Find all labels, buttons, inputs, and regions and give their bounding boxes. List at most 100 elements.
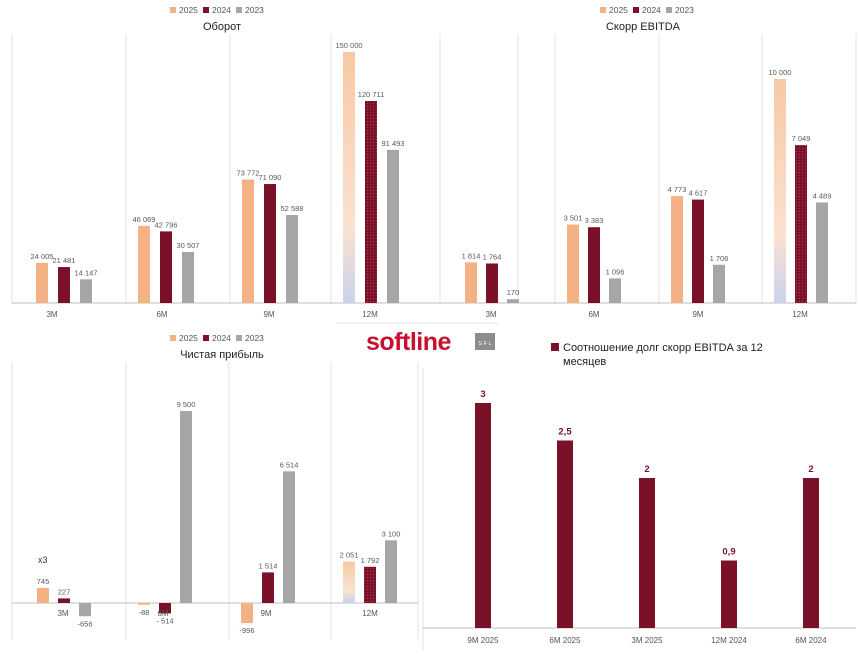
bar-net_profit-2024-3M: [58, 598, 70, 603]
bar-net_profit-2023-6M: [180, 411, 192, 603]
bar-turnover-2025-9M: [242, 179, 254, 303]
bar-ebitda-2024-6M: [588, 227, 600, 303]
chart-title: Скорр EBITDA: [606, 21, 681, 33]
data-label: 2: [808, 464, 813, 475]
bar-turnover-2024-6M: [160, 231, 172, 303]
data-label: 1 792: [361, 556, 380, 565]
bar-net_profit-2024-12M: [364, 566, 376, 603]
data-label: 7 049: [792, 134, 811, 143]
data-label: -996: [239, 626, 254, 635]
data-label: 42 796: [155, 220, 178, 229]
data-label: 10 000: [769, 68, 792, 77]
legend-label-2023: 2023: [245, 5, 264, 15]
bar-ebitda-2023-12M: [816, 202, 828, 303]
data-label: 3: [480, 389, 485, 400]
legend-label-2024: 2024: [212, 5, 231, 15]
data-label: 2 051: [340, 551, 359, 560]
bar-ebitda-2025-9M: [671, 196, 683, 303]
legend-swatch-2025: [600, 7, 606, 13]
bar-debt-ratio-12M 2024: [721, 560, 737, 628]
data-label: 1 514: [259, 561, 278, 570]
data-label: 71 090: [259, 173, 282, 182]
legend-swatch-2023: [236, 7, 242, 13]
category-label: 3M 2025: [631, 636, 663, 645]
legend-label-2023: 2023: [675, 5, 694, 15]
annotation-x3: x3: [38, 555, 48, 565]
data-label: -656: [77, 619, 92, 628]
bar-ebitda-2024-12M: [795, 145, 807, 303]
bar-turnover-2024-9M: [264, 184, 276, 303]
data-label: 0,9: [722, 547, 735, 558]
data-label: 46 069: [133, 215, 156, 224]
logo-badge: [475, 333, 495, 350]
softline-logo: softline S F L: [336, 322, 498, 359]
legend-label-2025: 2025: [179, 333, 198, 343]
category-label: 6M: [156, 310, 167, 319]
data-label: 150 000: [335, 41, 362, 50]
bar-debt-ratio-3M 2025: [639, 478, 655, 628]
legend-swatch-2024: [203, 335, 209, 341]
legend-label-2024: 2024: [642, 5, 661, 15]
category-label: 6M: [588, 310, 599, 319]
data-label: 21 481: [53, 256, 76, 265]
bar-net_profit-2023-3M: [79, 603, 91, 617]
category-label: 9M: [260, 609, 271, 618]
category-label: 12M 2024: [711, 636, 747, 645]
data-label: 4 617: [689, 189, 708, 198]
data-label: 3 383: [585, 216, 604, 225]
data-label: 1 706: [710, 254, 729, 263]
data-label: 4 489: [813, 191, 832, 200]
data-label: 52 588: [281, 204, 304, 213]
bar-ebitda-2023-3M: [507, 299, 519, 303]
legend-label-2025: 2025: [179, 5, 198, 15]
bar-ebitda-2025-3M: [465, 262, 477, 303]
bar-net_profit-2023-9M: [283, 471, 295, 603]
chart-title: Оборот: [203, 21, 241, 33]
legend-label-2024: 2024: [212, 333, 231, 343]
data-label: 2,5: [558, 427, 572, 438]
chart-title: Соотношение долг скорр EBITDA за 12 месяц…: [563, 342, 763, 368]
bar-net_profit-2024-6M: [159, 603, 171, 614]
data-label: 24 005: [31, 252, 54, 261]
category-label: 3M: [46, 310, 57, 319]
category-label: 12M: [362, 310, 378, 319]
bar-ebitda-2025-6M: [567, 224, 579, 303]
bar-debt-ratio-6M 2025: [557, 440, 573, 628]
category-label: 9M: [692, 310, 703, 319]
bar-turnover-2025-3M: [36, 262, 48, 303]
data-label: 745: [37, 577, 50, 586]
category-label: 12M: [792, 310, 808, 319]
category-label: 3M: [485, 310, 496, 319]
legend-label-2023: 2023: [245, 333, 264, 343]
legend-swatch-2024: [203, 7, 209, 13]
data-label: 170: [507, 288, 520, 297]
category-label: 6M: [157, 609, 168, 618]
legend-label-2025: 2025: [609, 5, 628, 15]
data-label: 1 814: [462, 251, 481, 260]
data-label: 6 514: [280, 460, 299, 469]
bar-turnover-2023-6M: [182, 251, 194, 303]
bar-ebitda-2024-3M: [486, 263, 498, 303]
category-label: 3M: [57, 609, 68, 618]
bar-debt-ratio-9M 2025: [475, 403, 491, 628]
bar-turnover-2024-12M: [365, 101, 377, 304]
bar-net_profit-2025-3M: [37, 587, 49, 603]
bar-turnover-2024-3M: [58, 267, 70, 303]
category-label: 6M 2025: [549, 636, 581, 645]
bar-net_profit-2025-9M: [241, 603, 253, 624]
bar-ebitda-2024-9M: [692, 199, 704, 303]
data-label: 1 096: [606, 267, 625, 276]
chart-title: Чистая прибыль: [180, 349, 264, 361]
logo-wordmark: softline: [366, 328, 451, 356]
category-label: 12M: [362, 609, 378, 618]
data-label: - 514: [156, 616, 173, 625]
logo-badge-text: S F L: [478, 341, 491, 347]
bar-turnover-2023-9M: [286, 215, 298, 303]
legend-swatch-ratio: [551, 343, 559, 351]
data-label: 2: [644, 464, 649, 475]
bar-ebitda-2025-12M: [774, 79, 786, 303]
bar-turnover-2025-6M: [138, 225, 150, 303]
legend-swatch-2025: [170, 335, 176, 341]
data-label: 73 772: [237, 169, 260, 178]
